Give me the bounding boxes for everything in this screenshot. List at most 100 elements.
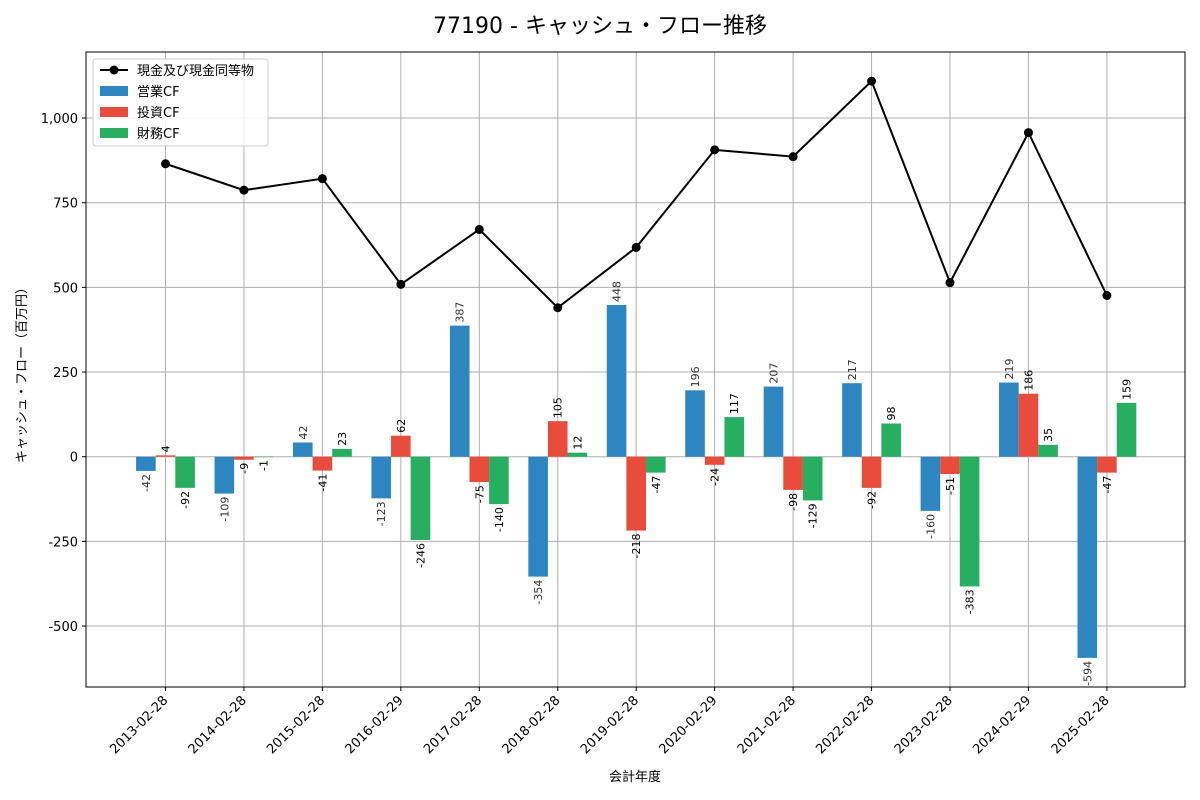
- bar-営業CF: [371, 456, 392, 499]
- bar-value-label: -41: [316, 474, 329, 492]
- bar-投資CF: [155, 455, 176, 457]
- bar-value-label: 159: [1121, 379, 1134, 400]
- bar-営業CF: [293, 442, 313, 457]
- bar-value-label: 117: [728, 393, 741, 414]
- x-tick-label: 2022-02-28: [813, 693, 877, 757]
- legend-bar-marker: [100, 86, 128, 96]
- bar-value-label: -98: [787, 493, 800, 511]
- x-tick-label: 2021-02-28: [735, 693, 799, 757]
- bars-layer: [136, 304, 1137, 658]
- bar-value-label: 207: [768, 363, 781, 384]
- y-axis-ticks: -500 -250 0 250 500 750 1,000: [41, 112, 86, 635]
- y-tick-label: 1,000: [41, 112, 78, 127]
- bar-投資CF: [1018, 393, 1039, 457]
- x-tick-label: 2023-02-28: [892, 693, 956, 757]
- bar-財務CF: [646, 456, 666, 473]
- bar-value-label: -218: [630, 534, 643, 559]
- bar-財務CF: [175, 456, 195, 488]
- bar-投資CF: [469, 456, 490, 483]
- x-tick-label: 2020-02-29: [656, 693, 720, 757]
- x-axis-label: 会計年度: [609, 769, 661, 785]
- cash-point: [239, 185, 249, 195]
- bar-value-label: -9: [238, 463, 251, 474]
- bar-投資CF: [547, 421, 568, 457]
- bar-投資CF: [312, 456, 333, 471]
- x-tick-label: 2025-02-28: [1049, 693, 1113, 757]
- cash-point: [945, 278, 955, 288]
- bar-投資CF: [391, 435, 411, 457]
- bar-営業CF: [842, 383, 862, 457]
- bar-value-label: -109: [218, 497, 231, 522]
- y-tick-label: 250: [53, 366, 78, 381]
- bar-value-label: -47: [650, 476, 663, 494]
- bar-value-label: -92: [866, 491, 879, 509]
- bar-営業CF: [136, 456, 156, 471]
- x-tick-label: 2018-02-28: [500, 693, 564, 757]
- cash-point: [710, 145, 720, 155]
- cash-point: [553, 303, 563, 313]
- cash-point: [788, 152, 798, 162]
- bar-value-label: 23: [336, 432, 349, 446]
- bar-投資CF: [861, 456, 882, 488]
- bar-営業CF: [606, 304, 627, 457]
- bar-投資CF: [626, 456, 646, 531]
- bar-value-label: 98: [885, 407, 898, 421]
- bar-営業CF: [449, 325, 470, 457]
- bar-value-label: -246: [414, 543, 427, 568]
- bar-投資CF: [940, 456, 960, 474]
- bar-value-label: -160: [924, 514, 937, 539]
- bar-投資CF: [234, 456, 254, 460]
- cash-point: [396, 279, 406, 289]
- bar-財務CF: [489, 456, 509, 505]
- bar-value-label: 62: [395, 419, 408, 433]
- bar-value-label: -383: [964, 589, 977, 614]
- bar-value-label: -129: [807, 503, 820, 528]
- bar-value-label: -92: [179, 491, 192, 509]
- legend-label: 営業CF: [137, 84, 180, 100]
- x-tick-label: 2015-02-28: [264, 693, 328, 757]
- plot-frame: [85, 51, 1186, 688]
- bar-value-label: 219: [1003, 359, 1016, 380]
- cash-point: [161, 159, 170, 169]
- bar-財務CF: [724, 417, 745, 457]
- legend-bar-marker: [100, 107, 128, 117]
- x-tick-label: 2017-02-28: [421, 693, 485, 757]
- bar-value-label: -123: [375, 501, 388, 526]
- bar-財務CF: [253, 456, 274, 458]
- x-axis-ticks: 2013-02-28 2014-02-28 2015-02-28 2016-02-29…: [107, 687, 1113, 757]
- bar-value-label: -24: [709, 468, 722, 486]
- cash-point: [474, 224, 484, 234]
- y-tick-label: 500: [53, 281, 78, 296]
- cash-point: [1023, 128, 1033, 138]
- cash-point: [867, 76, 877, 86]
- legend-point-marker: [109, 65, 119, 75]
- bar-財務CF: [959, 456, 980, 587]
- bar-value-label: 448: [611, 281, 624, 302]
- bar-財務CF: [802, 456, 823, 501]
- cash-point: [631, 242, 641, 252]
- bar-財務CF: [1116, 402, 1137, 457]
- bar-営業CF: [920, 456, 941, 511]
- bar-value-label: -594: [1081, 661, 1094, 686]
- legend-bar-marker: [100, 128, 128, 138]
- bar-営業CF: [763, 386, 784, 457]
- bar-value-label: 4: [160, 445, 173, 452]
- bar-財務CF: [567, 452, 588, 457]
- bar-営業CF: [528, 456, 548, 577]
- bar-営業CF: [1077, 456, 1098, 658]
- x-tick-label: 2013-02-28: [107, 693, 171, 757]
- y-axis-label: キャッシュ・フロー（百万円）: [15, 281, 30, 463]
- bar-value-label: 186: [1022, 370, 1035, 391]
- bar-value-label: -51: [944, 477, 957, 495]
- y-tick-label: 750: [53, 197, 78, 212]
- legend-label: 投資CF: [137, 105, 180, 121]
- bar-財務CF: [332, 448, 352, 457]
- bar-value-label: 42: [297, 425, 310, 439]
- bar-value-label: 35: [1042, 428, 1055, 442]
- bar-value-label: 217: [846, 359, 859, 380]
- bar-財務CF: [410, 456, 431, 541]
